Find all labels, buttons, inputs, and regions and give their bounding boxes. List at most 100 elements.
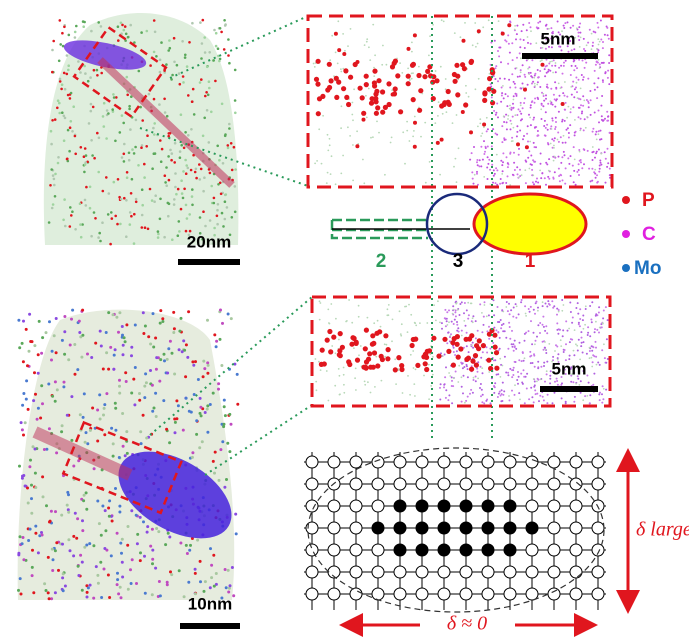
atom <box>69 206 72 209</box>
atom <box>221 162 225 165</box>
atom <box>582 95 585 98</box>
atom <box>501 141 504 144</box>
atom <box>465 399 468 402</box>
atom <box>61 44 65 48</box>
lattice-atom <box>349 543 363 557</box>
atom <box>556 328 559 331</box>
lattice-atom <box>547 543 561 557</box>
atom <box>162 399 166 403</box>
atom <box>159 309 163 313</box>
atom <box>604 157 607 160</box>
atom <box>348 299 350 301</box>
atom <box>203 176 206 179</box>
atom <box>84 72 87 75</box>
atom <box>463 320 466 322</box>
atom <box>463 102 469 108</box>
atom <box>549 370 552 373</box>
atom <box>172 36 176 40</box>
atom <box>334 51 337 54</box>
atom <box>222 398 226 402</box>
atom <box>451 312 454 315</box>
atom <box>98 417 102 421</box>
atom <box>192 393 196 396</box>
atom <box>451 402 454 405</box>
atom <box>221 440 225 444</box>
atom <box>218 337 222 341</box>
atom <box>155 527 159 530</box>
solute-atom <box>437 499 451 513</box>
atom <box>330 155 333 158</box>
atom <box>432 23 434 26</box>
atom <box>474 88 477 91</box>
atom <box>531 396 534 399</box>
atom <box>569 40 572 42</box>
atom <box>524 75 527 78</box>
atom <box>208 51 211 54</box>
atom <box>529 106 532 109</box>
atom <box>606 358 609 360</box>
atom <box>546 402 549 405</box>
atom <box>207 80 211 83</box>
atom <box>557 110 560 113</box>
atom <box>70 214 73 217</box>
atom <box>431 373 434 376</box>
atom <box>536 81 539 84</box>
atom <box>144 381 148 385</box>
atom <box>206 371 210 375</box>
atom <box>200 42 204 45</box>
atom <box>347 45 349 47</box>
atom <box>598 399 601 402</box>
atom <box>486 145 489 148</box>
atom <box>62 218 65 222</box>
atom <box>534 126 537 129</box>
atom <box>439 383 442 386</box>
atom <box>463 366 466 368</box>
atom <box>39 416 43 420</box>
atom <box>84 204 88 207</box>
atom <box>443 386 445 389</box>
lattice-atom <box>569 455 583 469</box>
atom <box>214 572 218 575</box>
atom <box>564 359 567 362</box>
atom <box>150 383 154 387</box>
legend-label: P <box>642 190 655 211</box>
atom <box>73 511 77 515</box>
atom <box>66 159 70 163</box>
atom <box>182 595 186 599</box>
atom <box>129 582 133 585</box>
atom <box>550 128 553 130</box>
atom <box>328 349 334 355</box>
atom <box>17 588 20 592</box>
atom <box>606 110 609 113</box>
atom <box>493 39 496 42</box>
atom <box>21 360 25 364</box>
atom <box>496 169 499 172</box>
atom <box>557 131 560 134</box>
atom <box>508 78 511 81</box>
atom <box>63 584 67 588</box>
atom <box>534 312 536 315</box>
atom <box>546 305 549 308</box>
atom <box>92 211 96 214</box>
atom <box>598 326 601 329</box>
atom <box>479 387 481 389</box>
atom <box>564 81 566 83</box>
atom <box>167 347 171 351</box>
atom <box>179 316 183 320</box>
atom <box>524 312 527 315</box>
scale-label: 5nm <box>552 359 587 378</box>
atom <box>586 149 589 152</box>
atom <box>595 346 597 349</box>
lattice-atom <box>459 587 473 601</box>
atom <box>456 329 459 332</box>
atom <box>376 319 379 322</box>
atom <box>533 116 535 119</box>
atom <box>187 580 191 584</box>
atom <box>500 324 503 326</box>
atom <box>590 318 593 321</box>
atom <box>489 402 492 405</box>
atom <box>509 151 512 154</box>
legend-label: C <box>642 224 656 245</box>
atom <box>233 99 237 102</box>
atom <box>224 133 227 136</box>
